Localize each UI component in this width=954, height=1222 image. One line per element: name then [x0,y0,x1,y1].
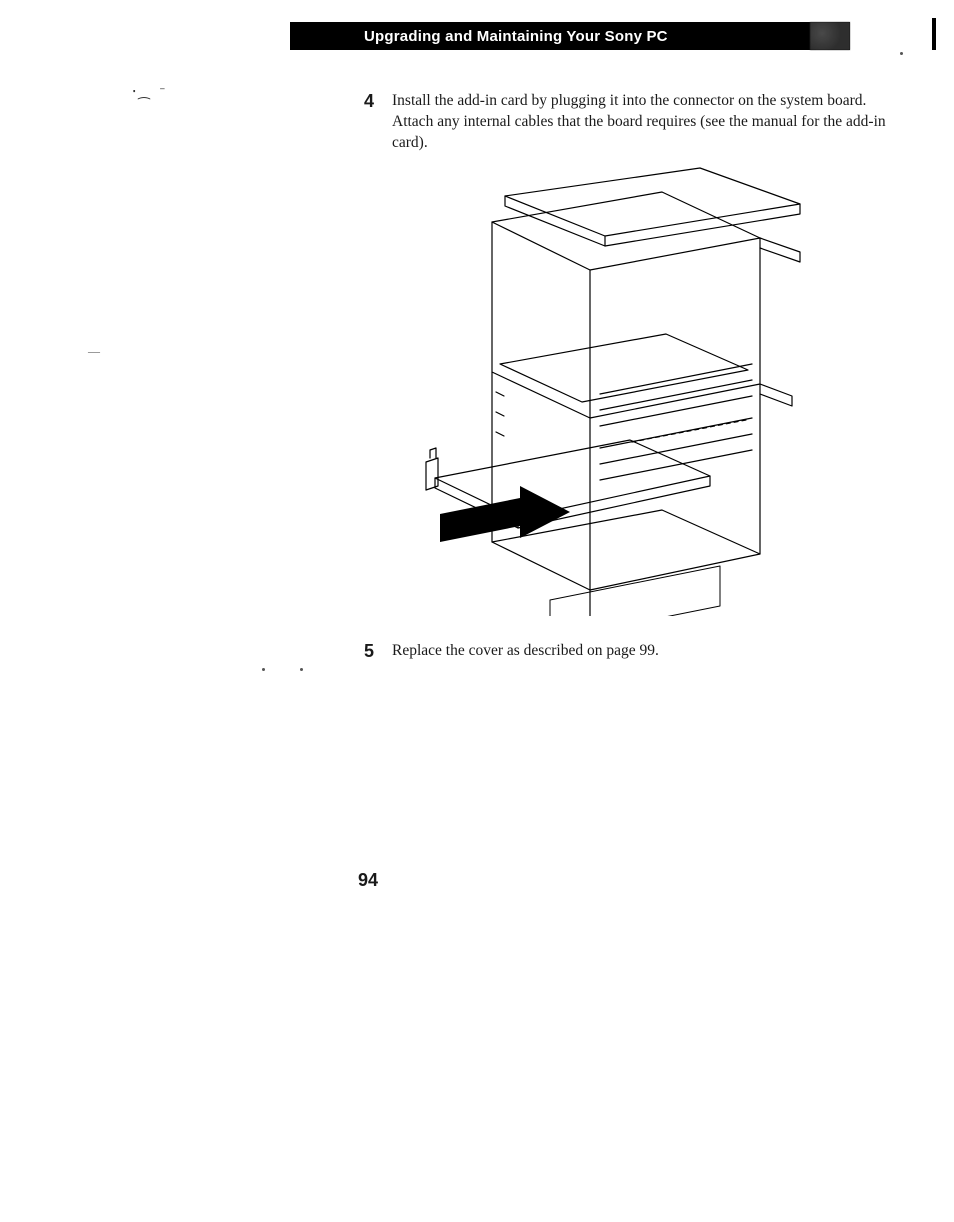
scan-artifact-glyph: ⋅⁔ ⁻ [130,84,167,100]
content-column: 4 Install the add-in card by plugging it… [358,90,888,167]
step-number: 5 [358,640,374,662]
scan-artifact-dash: — [88,344,100,359]
page-edge-mark [932,18,936,50]
insert-arrow-icon [440,486,570,542]
pc-chassis-svg [400,162,810,616]
scan-speck [262,668,265,671]
scan-speck [300,668,303,671]
page: Upgrading and Maintaining Your Sony PC ⋅… [0,0,954,1222]
step-text: Install the add-in card by plugging it i… [392,90,888,153]
content-column-2: 5 Replace the cover as described on page… [358,640,888,676]
install-card-figure [400,162,810,616]
page-number: 94 [358,870,378,891]
scan-speck [900,52,903,55]
section-title: Upgrading and Maintaining Your Sony PC [364,28,668,45]
step-4: 4 Install the add-in card by plugging it… [358,90,888,153]
scan-noise-header [810,22,850,50]
step-text: Replace the cover as described on page 9… [392,640,659,662]
step-number: 4 [358,90,374,153]
section-header-bar: Upgrading and Maintaining Your Sony PC [290,22,850,50]
step-5: 5 Replace the cover as described on page… [358,640,888,662]
